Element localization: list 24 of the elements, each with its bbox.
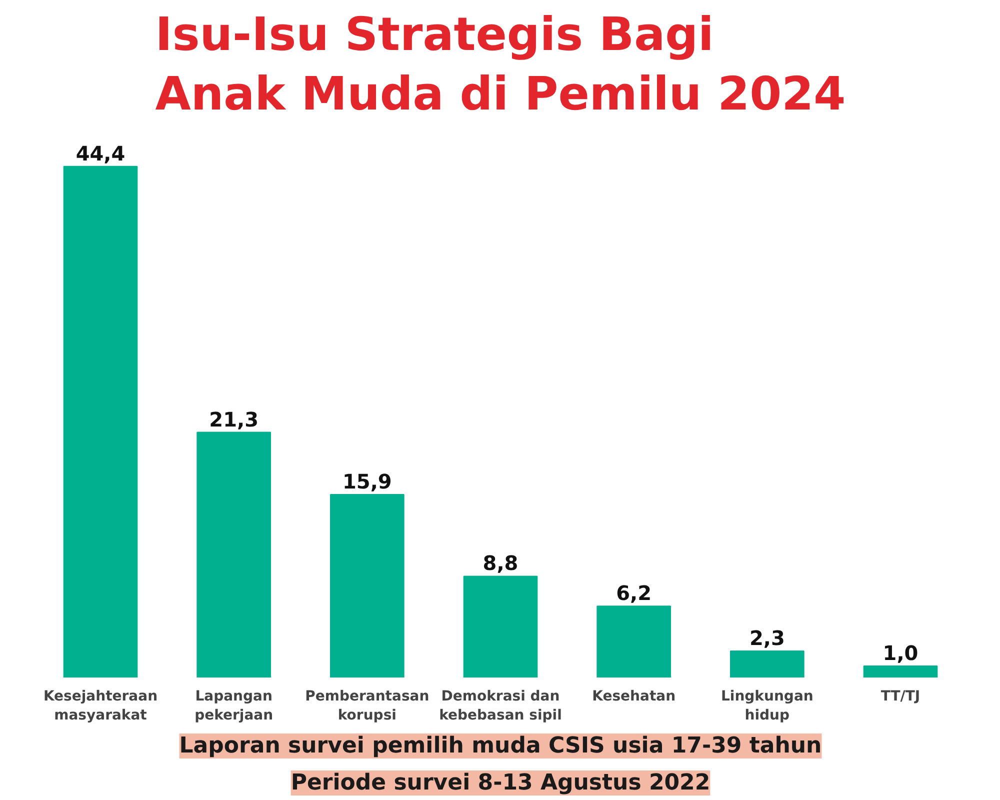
data-label: 21,3 bbox=[209, 407, 259, 432]
x-tick-label: Kesehatan bbox=[592, 688, 676, 704]
data-label: 15,9 bbox=[342, 469, 392, 494]
bar bbox=[596, 606, 671, 678]
data-label: 8,8 bbox=[482, 551, 518, 576]
x-tick-label: Kesejahteraan masyarakat bbox=[43, 688, 158, 724]
bar bbox=[63, 166, 138, 678]
data-label: 6,2 bbox=[616, 581, 652, 606]
x-tick-label: Demokrasi dan kebebasan sipil bbox=[439, 688, 562, 724]
bar bbox=[330, 494, 404, 678]
bar bbox=[196, 432, 271, 678]
text: Laporan survei pemilih muda CSIS usia 17-39 tahun bbox=[179, 734, 822, 758]
x-tick-label: Lingkungan hidup bbox=[720, 688, 814, 724]
data-label: 1,0 bbox=[882, 640, 918, 665]
x-tick-label: Lapangan pekerjaan bbox=[194, 688, 274, 724]
bar bbox=[463, 576, 538, 678]
x-tick-label: Pemberantasan korupsi bbox=[305, 688, 430, 724]
bar bbox=[730, 650, 804, 678]
data-label: 44,4 bbox=[76, 141, 126, 166]
x-tick-label: TT/TJ bbox=[880, 688, 920, 704]
data-label: 2,3 bbox=[749, 626, 785, 650]
bar bbox=[863, 665, 938, 678]
text: Periode survei 8-13 Agustus 2022 bbox=[290, 770, 710, 796]
chart-title: Isu-Isu Strategis Bagi Anak Muda di Pemilu 2024 bbox=[155, 7, 846, 120]
